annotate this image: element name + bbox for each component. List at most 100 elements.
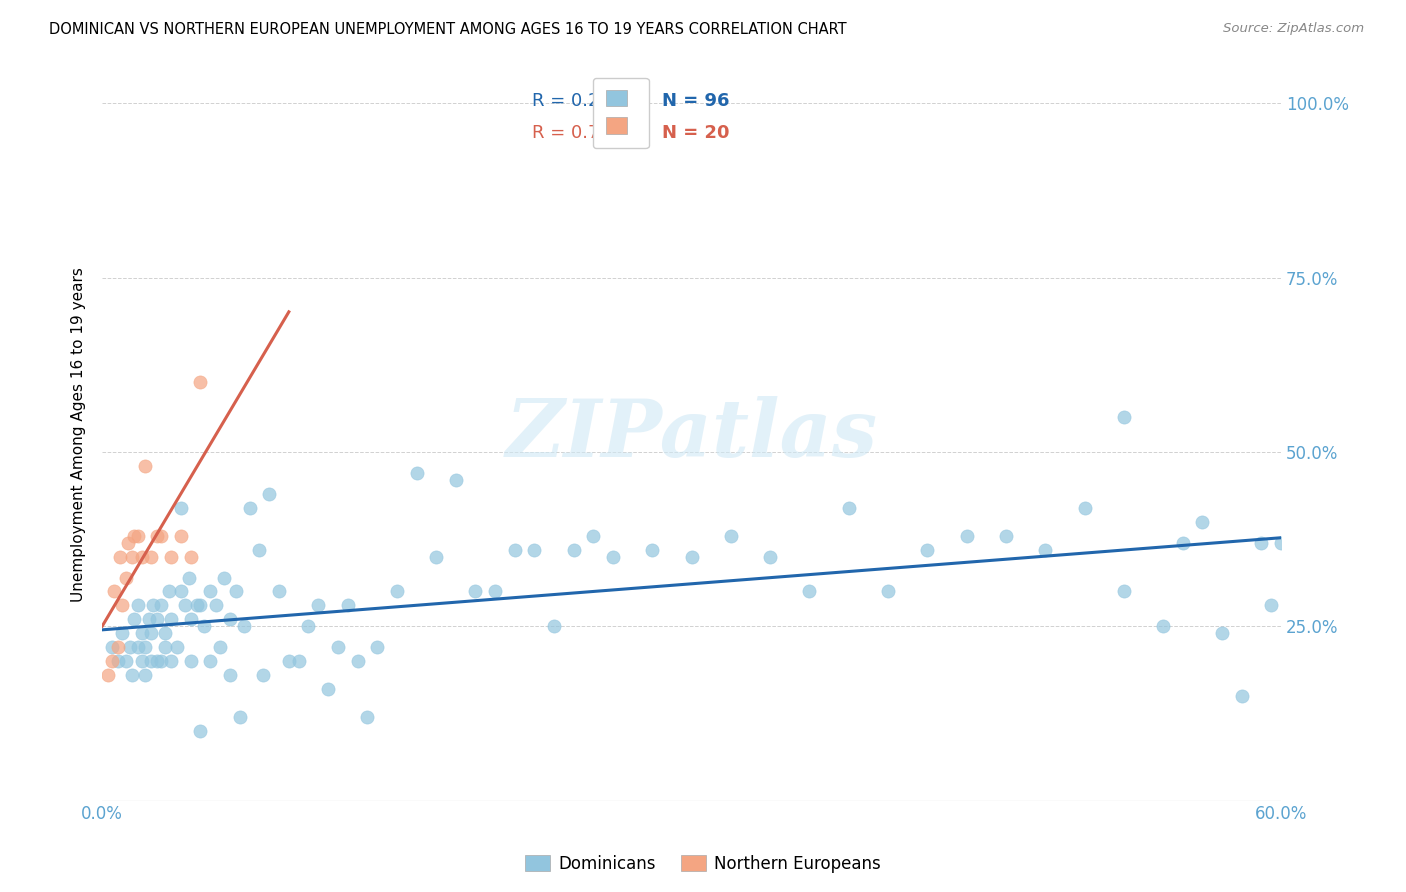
Point bbox=[193, 619, 215, 633]
Point bbox=[252, 668, 274, 682]
Point bbox=[134, 458, 156, 473]
Point bbox=[141, 654, 163, 668]
Point bbox=[543, 619, 565, 633]
Point bbox=[157, 584, 180, 599]
Point bbox=[247, 542, 270, 557]
Point bbox=[153, 626, 176, 640]
Point bbox=[917, 542, 939, 557]
Point bbox=[641, 542, 664, 557]
Point bbox=[562, 542, 585, 557]
Point bbox=[484, 584, 506, 599]
Point bbox=[277, 654, 299, 668]
Point bbox=[160, 549, 183, 564]
Point bbox=[186, 599, 208, 613]
Point bbox=[177, 570, 200, 584]
Legend: , : , bbox=[593, 78, 648, 148]
Point bbox=[150, 654, 173, 668]
Point bbox=[336, 599, 359, 613]
Point bbox=[103, 584, 125, 599]
Point bbox=[1112, 584, 1135, 599]
Point bbox=[121, 668, 143, 682]
Point bbox=[111, 599, 134, 613]
Point bbox=[297, 619, 319, 633]
Text: DOMINICAN VS NORTHERN EUROPEAN UNEMPLOYMENT AMONG AGES 16 TO 19 YEARS CORRELATIO: DOMINICAN VS NORTHERN EUROPEAN UNEMPLOYM… bbox=[49, 22, 846, 37]
Legend: Dominicans, Northern Europeans: Dominicans, Northern Europeans bbox=[519, 848, 887, 880]
Point bbox=[170, 529, 193, 543]
Point bbox=[131, 549, 153, 564]
Point bbox=[602, 549, 624, 564]
Point bbox=[1250, 535, 1272, 549]
Point bbox=[127, 599, 149, 613]
Point bbox=[111, 626, 134, 640]
Point bbox=[229, 710, 252, 724]
Point bbox=[190, 376, 212, 390]
Text: R = 0.776: R = 0.776 bbox=[533, 124, 623, 142]
Point bbox=[464, 584, 486, 599]
Point bbox=[838, 500, 860, 515]
Point bbox=[150, 599, 173, 613]
Point bbox=[385, 584, 408, 599]
Point bbox=[122, 529, 145, 543]
Point bbox=[107, 654, 129, 668]
Point bbox=[523, 542, 546, 557]
Point bbox=[1191, 515, 1213, 529]
Point bbox=[180, 612, 202, 626]
Point bbox=[190, 723, 212, 738]
Point bbox=[118, 640, 141, 655]
Point bbox=[146, 529, 169, 543]
Point bbox=[582, 529, 605, 543]
Point bbox=[366, 640, 388, 655]
Point bbox=[160, 612, 183, 626]
Point bbox=[1152, 619, 1174, 633]
Point bbox=[122, 612, 145, 626]
Point bbox=[127, 529, 149, 543]
Text: Source: ZipAtlas.com: Source: ZipAtlas.com bbox=[1223, 22, 1364, 36]
Point bbox=[1171, 535, 1194, 549]
Point bbox=[681, 549, 703, 564]
Text: N = 20: N = 20 bbox=[662, 124, 730, 142]
Point bbox=[1211, 626, 1233, 640]
Point bbox=[117, 535, 139, 549]
Point bbox=[200, 654, 222, 668]
Point bbox=[503, 542, 526, 557]
Point bbox=[131, 654, 153, 668]
Point bbox=[153, 640, 176, 655]
Point bbox=[316, 681, 339, 696]
Point bbox=[190, 599, 212, 613]
Point bbox=[1033, 542, 1056, 557]
Point bbox=[141, 626, 163, 640]
Point bbox=[225, 584, 247, 599]
Point bbox=[166, 640, 188, 655]
Point bbox=[720, 529, 742, 543]
Text: N = 96: N = 96 bbox=[662, 93, 730, 111]
Point bbox=[444, 473, 467, 487]
Point bbox=[160, 654, 183, 668]
Point bbox=[994, 529, 1017, 543]
Point bbox=[1112, 410, 1135, 425]
Point bbox=[107, 640, 129, 655]
Point bbox=[257, 487, 280, 501]
Point bbox=[307, 599, 329, 613]
Point bbox=[425, 549, 447, 564]
Point bbox=[1230, 689, 1253, 703]
Point bbox=[326, 640, 349, 655]
Point bbox=[114, 570, 136, 584]
Text: ZIPatlas: ZIPatlas bbox=[506, 396, 877, 474]
Point bbox=[173, 599, 195, 613]
Point bbox=[1073, 500, 1095, 515]
Point bbox=[356, 710, 378, 724]
Point bbox=[101, 640, 124, 655]
Point bbox=[1270, 535, 1292, 549]
Point bbox=[346, 654, 368, 668]
Point bbox=[232, 619, 254, 633]
Point bbox=[180, 654, 202, 668]
Point bbox=[238, 500, 260, 515]
Point bbox=[146, 612, 169, 626]
Point bbox=[956, 529, 979, 543]
Point bbox=[405, 466, 427, 480]
Point bbox=[287, 654, 309, 668]
Point bbox=[1260, 599, 1282, 613]
Point bbox=[101, 654, 124, 668]
Point bbox=[205, 599, 228, 613]
Point bbox=[219, 612, 242, 626]
